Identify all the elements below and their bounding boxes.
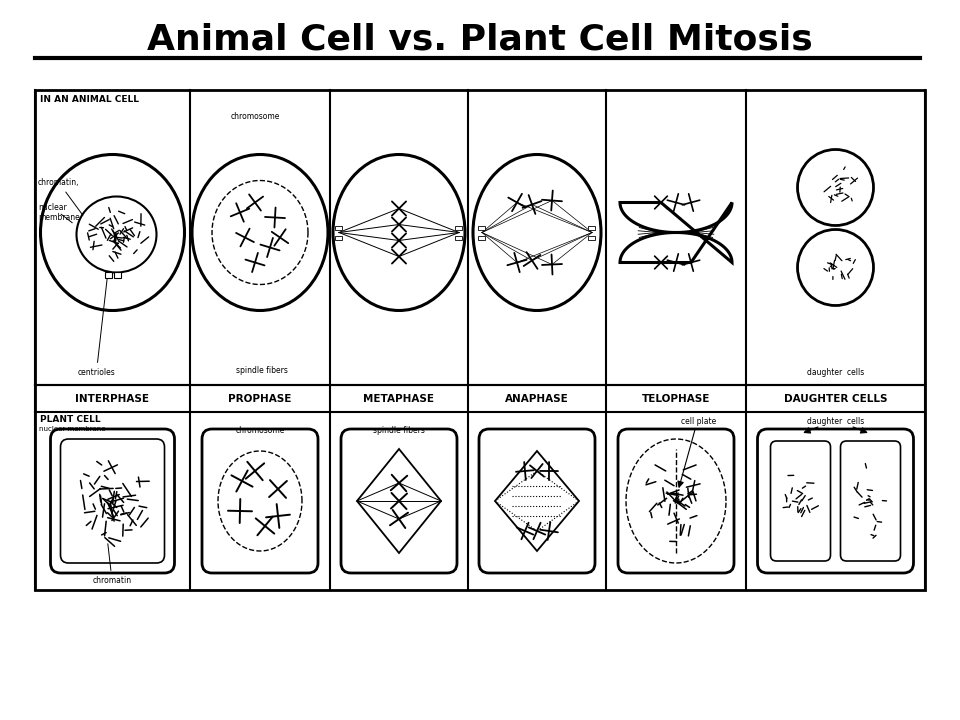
Text: METAPHASE: METAPHASE: [364, 394, 435, 403]
Text: chromatin: chromatin: [92, 544, 132, 585]
Text: PLANT CELL: PLANT CELL: [40, 415, 101, 424]
Text: daughter  cells: daughter cells: [806, 368, 864, 377]
Text: nuclear membrane: nuclear membrane: [39, 426, 106, 432]
FancyBboxPatch shape: [618, 429, 734, 573]
Ellipse shape: [798, 150, 874, 225]
Text: chromosome: chromosome: [230, 112, 279, 121]
Text: centrioles: centrioles: [78, 278, 115, 377]
Text: daughter  cells: daughter cells: [806, 417, 864, 426]
Bar: [455, 235, 462, 240]
Text: chromatin,: chromatin,: [38, 178, 83, 215]
Bar: [588, 225, 595, 230]
Ellipse shape: [798, 230, 874, 305]
Ellipse shape: [333, 155, 465, 310]
Text: IN AN ANIMAL CELL: IN AN ANIMAL CELL: [40, 95, 139, 104]
Ellipse shape: [192, 155, 328, 310]
Text: Animal Cell vs. Plant Cell Mitosis: Animal Cell vs. Plant Cell Mitosis: [147, 23, 813, 57]
FancyBboxPatch shape: [341, 429, 457, 573]
FancyBboxPatch shape: [202, 429, 318, 573]
Text: INTERPHASE: INTERPHASE: [76, 394, 150, 403]
Text: nuclear
membrane: nuclear membrane: [38, 203, 80, 222]
Bar: [455, 225, 462, 230]
Bar: [478, 235, 485, 240]
FancyBboxPatch shape: [51, 429, 175, 573]
Bar: [478, 225, 485, 230]
Text: ANAPHASE: ANAPHASE: [505, 394, 569, 403]
Bar: [35, 90, 925, 590]
Bar: [105, 271, 111, 277]
FancyBboxPatch shape: [771, 441, 830, 561]
Text: cell plate: cell plate: [681, 417, 716, 426]
FancyBboxPatch shape: [479, 429, 595, 573]
Text: PROPHASE: PROPHASE: [228, 394, 292, 403]
Ellipse shape: [40, 155, 184, 310]
Bar: [113, 271, 121, 277]
Ellipse shape: [473, 155, 601, 310]
Text: spindle fibers: spindle fibers: [373, 426, 425, 435]
Text: chromosome: chromosome: [235, 426, 285, 435]
PathPatch shape: [620, 202, 732, 263]
Ellipse shape: [77, 197, 156, 272]
Text: spindle fibers: spindle fibers: [236, 366, 288, 375]
Text: DAUGHTER CELLS: DAUGHTER CELLS: [783, 394, 887, 403]
Text: TELOPHASE: TELOPHASE: [642, 394, 710, 403]
FancyBboxPatch shape: [757, 429, 914, 573]
Bar: [335, 235, 342, 240]
FancyBboxPatch shape: [841, 441, 900, 561]
FancyBboxPatch shape: [60, 439, 164, 563]
Bar: [588, 235, 595, 240]
Bar: [335, 225, 342, 230]
